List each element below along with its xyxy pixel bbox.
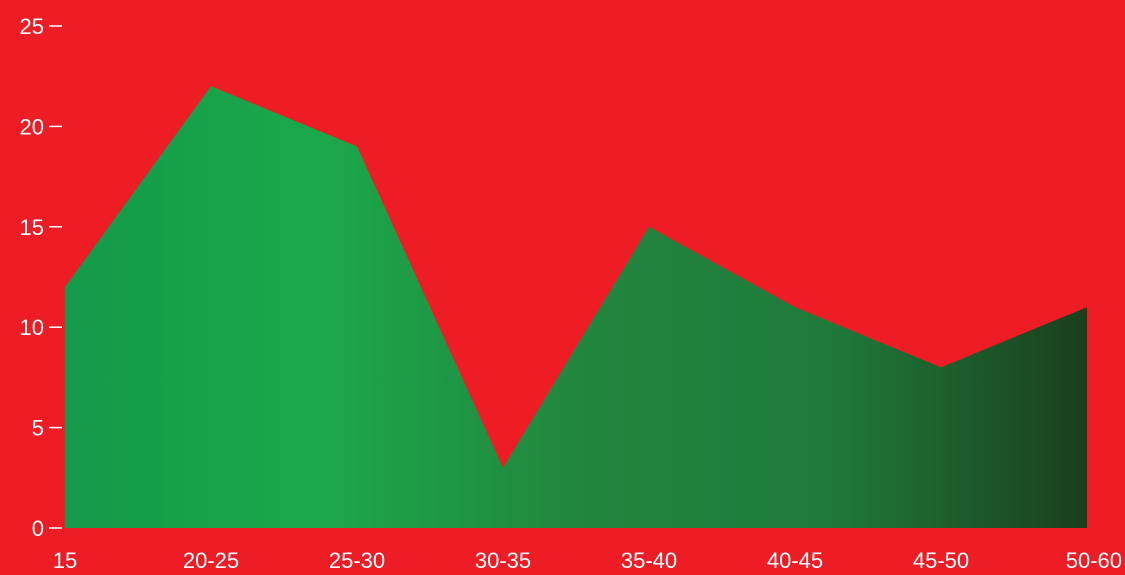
x-tick-label: 40-45 — [767, 548, 823, 573]
x-axis: 15 20-25 25-30 30-35 35-40 40-45 45-50 50-60 — [53, 548, 1122, 573]
x-tick-label: 35-40 — [621, 548, 677, 573]
x-tick-label: 45-50 — [913, 548, 969, 573]
y-tick-label: 15 — [20, 215, 44, 240]
y-tick-label: 20 — [20, 114, 44, 139]
x-tick-label: 20-25 — [183, 548, 239, 573]
y-tick-label: 5 — [32, 416, 44, 441]
x-tick-label: 50-60 — [1066, 548, 1122, 573]
area-series — [65, 86, 1087, 529]
y-tick-label: 25 — [20, 14, 44, 39]
y-axis: 0 5 10 15 20 25 — [20, 14, 62, 541]
x-tick-label: 15 — [53, 548, 77, 573]
y-tick-label: 10 — [20, 315, 44, 340]
x-tick-label: 30-35 — [475, 548, 531, 573]
x-tick-label: 25-30 — [329, 548, 385, 573]
area-fill — [65, 86, 1087, 529]
y-tick-label: 0 — [32, 516, 44, 541]
